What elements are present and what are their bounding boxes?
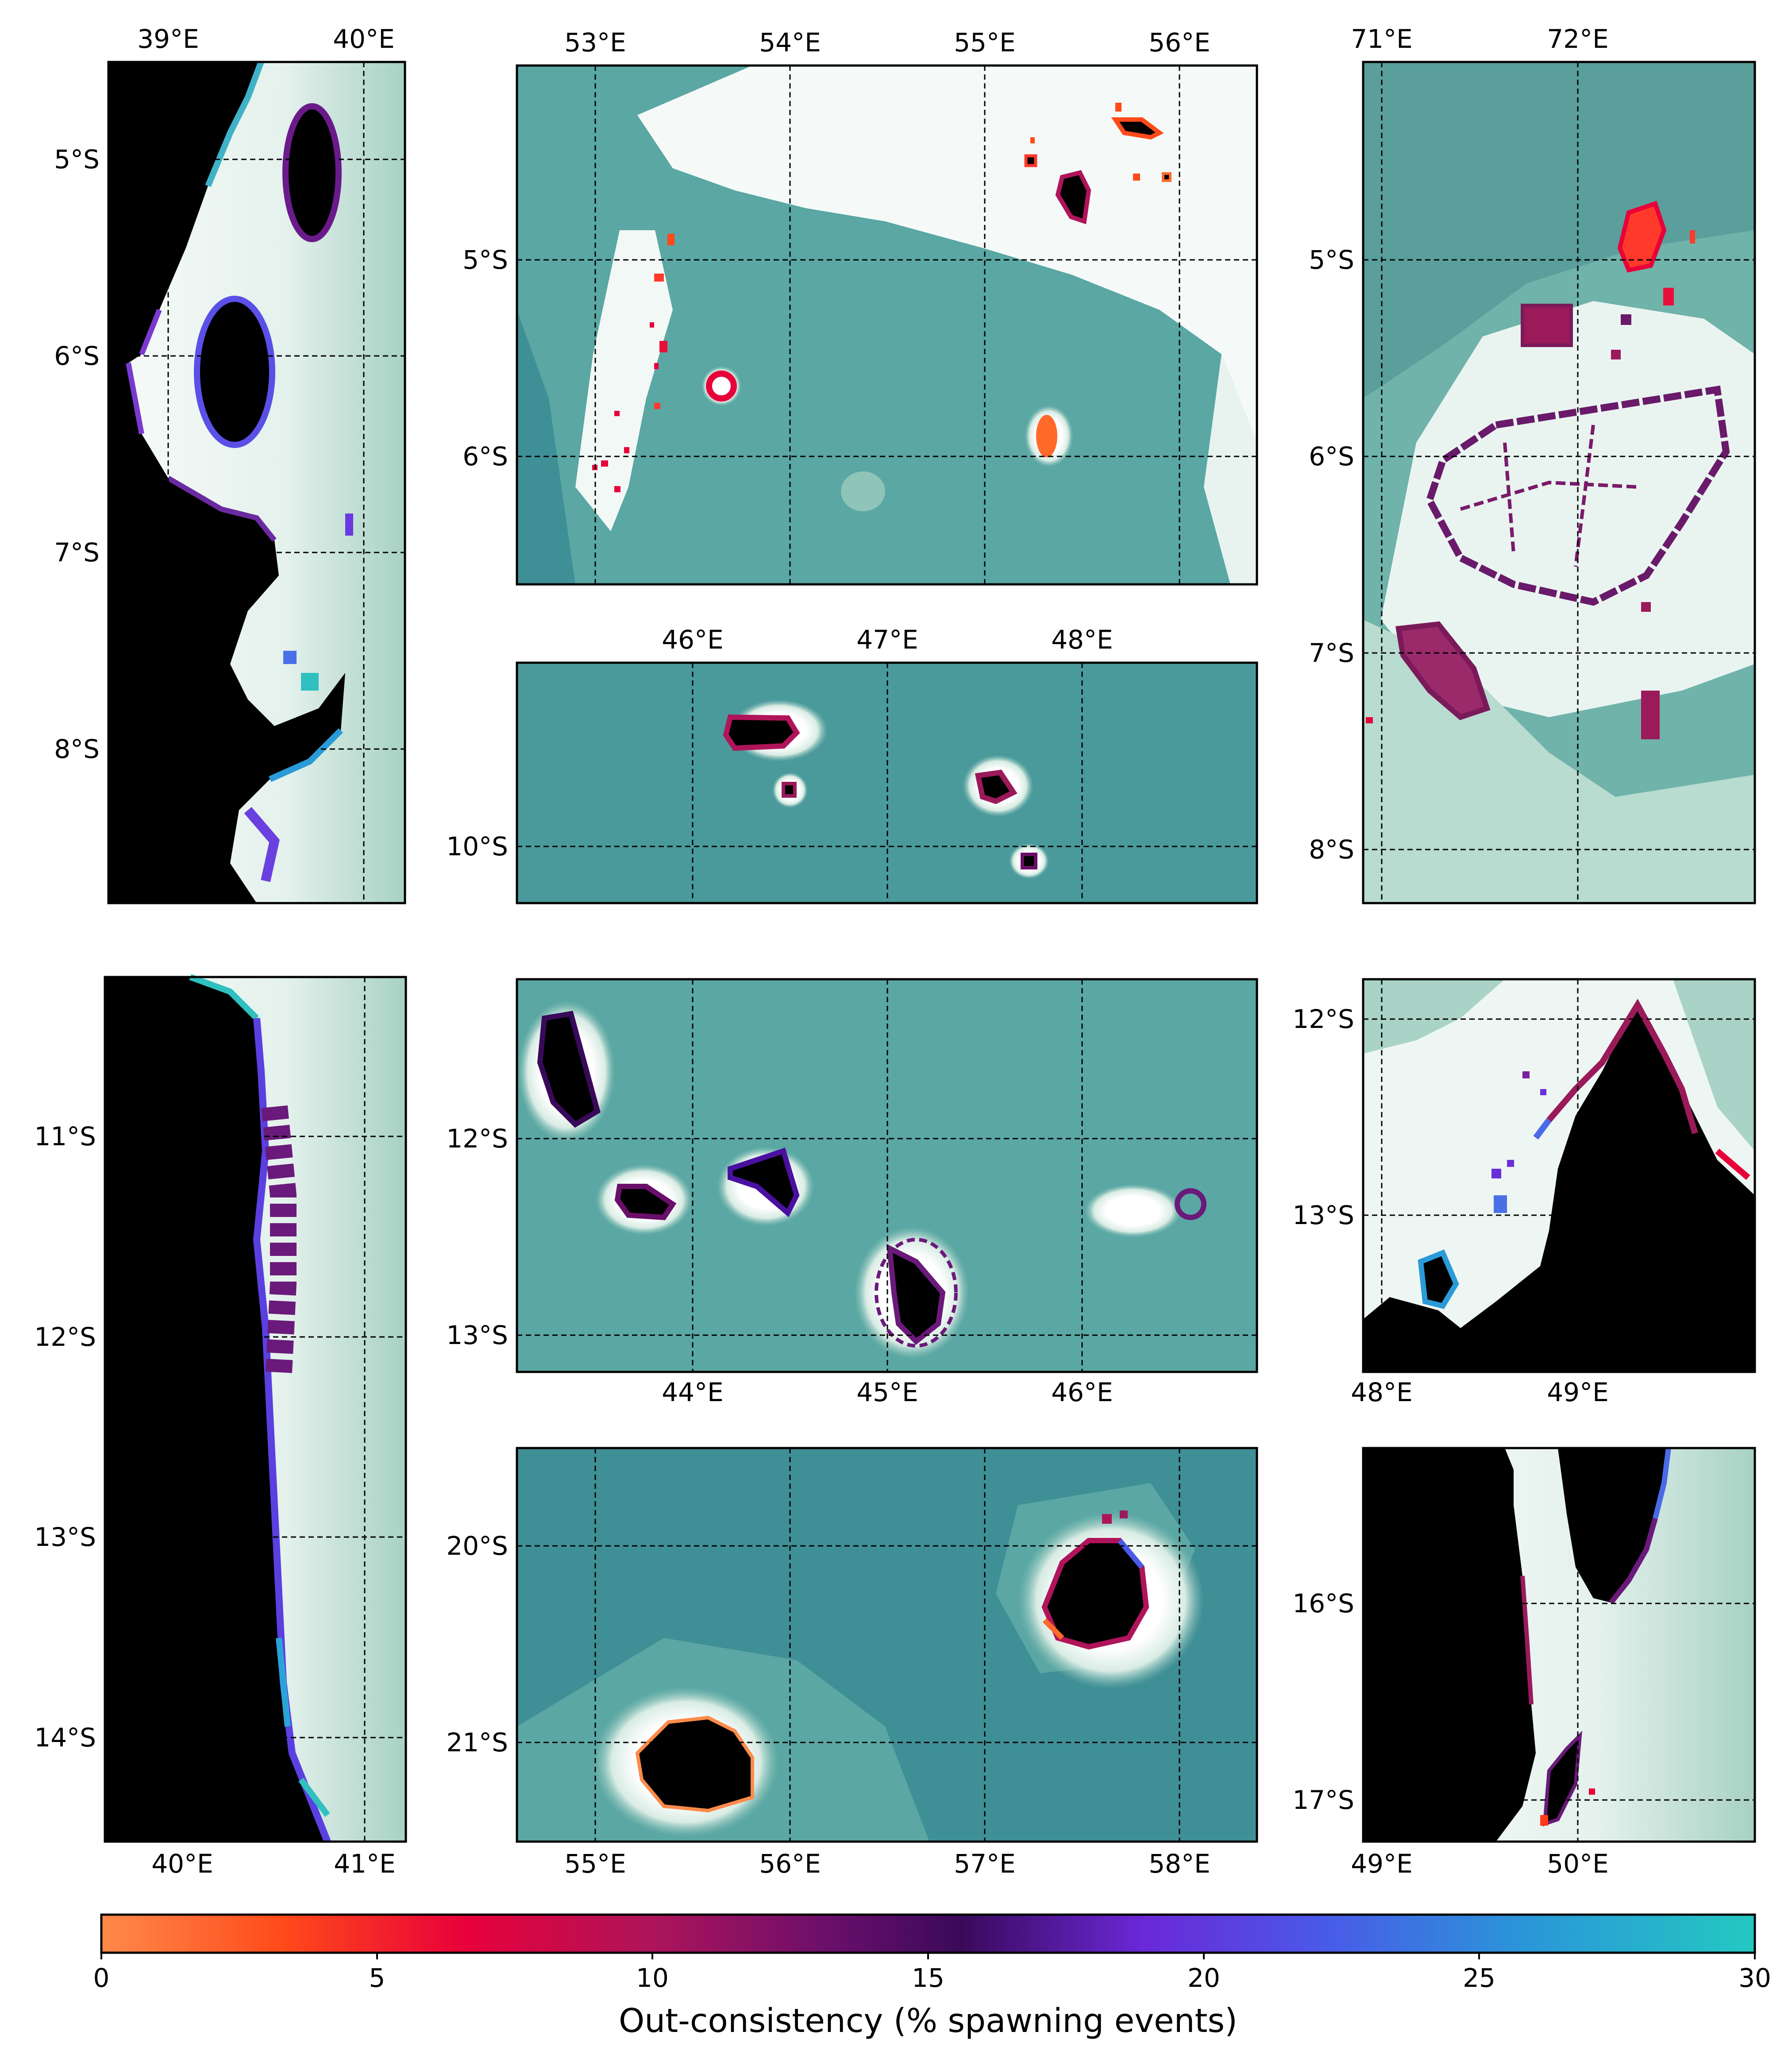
lat-label: 7°S [1309, 638, 1354, 668]
grid-lines [517, 979, 1257, 1372]
lat-label: 13°S [1292, 1200, 1354, 1230]
land-mass [1363, 1448, 1536, 1842]
lat-label: 5°S [1309, 245, 1354, 275]
map-panel-aldabra: 46°E 47°E 48°E 10°S [446, 625, 1258, 904]
lat-label: 5°S [54, 144, 100, 174]
lat-label: 10°S [446, 831, 508, 861]
map-panel-madagascar-north: 48°E 49°E 12°S 13°S [1292, 978, 1756, 1407]
land-mass [1363, 1005, 1755, 1372]
map-panel-tanzania-north: 39°E 40°E 5°S 6°S 7°S 8°S [54, 24, 406, 904]
lon-label: 55°E [564, 1849, 626, 1879]
lon-label: 47°E [856, 625, 918, 655]
grid-lines [1363, 1448, 1755, 1842]
lon-label: 48°E [1051, 625, 1113, 655]
map-panel-seychelles-amirantes: 53°E 54°E 55°E 56°E 5°S 6°S [462, 27, 1258, 586]
lon-label: 39°E [137, 24, 199, 54]
grid-lines [1363, 979, 1755, 1372]
lat-label: 20°S [446, 1531, 508, 1561]
lat-label: 12°S [1292, 1004, 1354, 1034]
colorbar-tick-label: 30 [1738, 1963, 1771, 1993]
land-mass [1558, 1448, 1669, 1603]
land-mass [105, 977, 328, 1842]
lon-label: 54°E [759, 27, 821, 58]
lat-label: 6°S [54, 341, 100, 371]
colorbar-tick-label: 10 [636, 1963, 669, 1993]
colorbar-tick-label: 20 [1187, 1963, 1220, 1993]
island-reunion [635, 1715, 754, 1813]
grid-lines [108, 62, 405, 903]
lon-label: 50°E [1547, 1849, 1608, 1879]
grid-lines [1363, 62, 1755, 903]
lat-label: 6°S [1309, 441, 1354, 471]
colorbar-tick-label: 5 [369, 1963, 385, 1993]
colorbar-tick-label: 25 [1463, 1963, 1495, 1993]
lon-label: 41°E [334, 1849, 395, 1879]
map-panel-mozambique-north: 40°E 41°E 11°S 12°S 13°S 14°S [34, 974, 407, 1879]
lon-label: 46°E [1051, 1377, 1113, 1407]
lon-label: 48°E [1351, 1377, 1412, 1407]
island-zanzibar [194, 296, 275, 448]
lon-label: 45°E [856, 1377, 918, 1407]
lon-label: 53°E [564, 27, 626, 58]
lat-label: 17°S [1292, 1785, 1354, 1815]
lon-label: 49°E [1351, 1849, 1412, 1879]
lon-label: 46°E [662, 625, 723, 655]
lon-label: 56°E [1148, 27, 1210, 58]
island-aldabra [723, 714, 800, 751]
colorbar: 0 5 10 15 20 25 30 Out-consistency (% sp… [93, 1913, 1771, 2040]
colorbar-tick-label: 0 [93, 1963, 110, 1993]
lat-label: 13°S [34, 1522, 96, 1552]
lat-label: 8°S [1309, 834, 1354, 865]
grid-lines [517, 1448, 1257, 1842]
colorbar-tick-label: 15 [912, 1963, 944, 1993]
great-chagos-bank [1426, 385, 1730, 606]
lat-label: 12°S [446, 1124, 508, 1154]
lon-label: 40°E [333, 24, 394, 54]
lon-label: 49°E [1547, 1377, 1608, 1407]
island-pemba [282, 103, 342, 242]
lat-label: 11°S [34, 1121, 96, 1151]
map-panel-chagos: 71°E 72°E 5°S 6°S 7°S 8°S [1309, 24, 1756, 904]
lon-label: 40°E [151, 1849, 213, 1879]
lat-label: 16°S [1292, 1588, 1354, 1618]
grid-lines [517, 66, 1257, 584]
lat-label: 5°S [462, 245, 508, 275]
lat-label: 8°S [54, 734, 100, 764]
lon-label: 58°E [1148, 1849, 1210, 1879]
lat-label: 21°S [446, 1727, 508, 1757]
map-panel-mascarenes: 55°E 56°E 57°E 58°E 20°S 21°S [446, 1447, 1258, 1879]
lon-label: 71°E [1351, 24, 1412, 54]
colorbar-title: Out-consistency (% spawning events) [619, 2002, 1237, 2040]
lon-label: 56°E [759, 1849, 821, 1879]
lat-label: 6°S [462, 441, 508, 471]
island-mauritius [1041, 1538, 1149, 1650]
map-panel-madagascar-east: 49°E 50°E 16°S 17°S [1292, 1447, 1756, 1879]
lon-label: 44°E [662, 1377, 723, 1407]
lon-label: 72°E [1547, 24, 1608, 54]
lat-label: 12°S [34, 1322, 96, 1352]
lat-label: 14°S [34, 1723, 96, 1753]
lat-label: 7°S [54, 537, 100, 568]
colorbar-gradient [100, 1913, 1756, 1954]
lon-label: 55°E [954, 27, 1015, 58]
grid-lines [105, 977, 406, 1842]
grid-lines [517, 663, 1257, 903]
map-panel-comoros: 44°E 45°E 46°E 12°S 13°S [446, 978, 1258, 1407]
lon-label: 57°E [954, 1849, 1015, 1879]
lat-label: 13°S [446, 1320, 508, 1350]
